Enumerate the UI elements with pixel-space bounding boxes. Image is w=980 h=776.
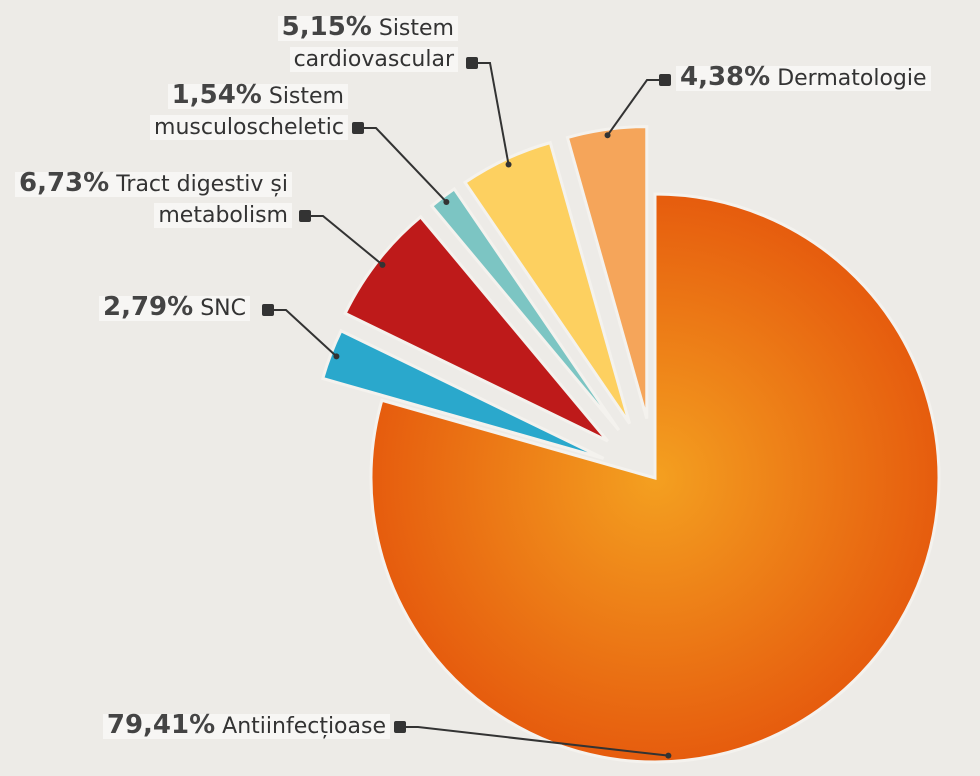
category-label: Tract digestiv și metabolism bbox=[116, 172, 288, 228]
category-label: SNC bbox=[200, 296, 246, 321]
leader-line bbox=[472, 62, 510, 165]
leader-dot bbox=[505, 161, 512, 168]
slice-label: 1,54% Sistem musculoscheletic bbox=[12, 80, 348, 143]
category-label: Sistem musculoscheletic bbox=[154, 84, 344, 140]
percent-label: 5,15% bbox=[281, 12, 372, 42]
slice-label: 4,38% Dermatologie bbox=[676, 62, 976, 94]
leader-marker bbox=[466, 57, 478, 69]
leader-line bbox=[358, 127, 448, 203]
percent-label: 1,54% bbox=[171, 80, 262, 110]
pie-slice bbox=[565, 125, 649, 419]
percent-label: 79,41% bbox=[106, 710, 216, 740]
percent-label: 4,38% bbox=[680, 62, 771, 92]
leader-marker bbox=[394, 721, 406, 733]
leader-marker bbox=[659, 74, 671, 86]
leader-dot bbox=[333, 353, 340, 360]
leader-line bbox=[305, 215, 384, 266]
pie-slice bbox=[462, 140, 632, 425]
leader-marker bbox=[352, 122, 364, 134]
leader-marker bbox=[262, 304, 274, 316]
leader-marker bbox=[299, 210, 311, 222]
slice-label: 5,15% Sistem cardiovascular bbox=[160, 12, 458, 75]
slice-label: 79,41% Antiinfecțioase bbox=[70, 710, 390, 742]
pie-slice bbox=[320, 328, 605, 460]
leader-dot bbox=[604, 132, 611, 139]
category-label: Dermatologie bbox=[777, 66, 927, 91]
leader-line bbox=[268, 309, 338, 358]
leader-dot bbox=[443, 198, 450, 205]
leader-dot bbox=[379, 261, 386, 268]
pie-slice bbox=[369, 192, 941, 764]
percent-label: 2,79% bbox=[103, 292, 194, 322]
slice-label: 6,73% Tract digestiv și metabolism bbox=[0, 168, 292, 231]
leader-dot bbox=[665, 752, 672, 759]
slice-label: 2,79% SNC bbox=[60, 292, 250, 324]
category-label: Antiinfecțioase bbox=[222, 714, 386, 739]
category-label: Sistem cardiovascular bbox=[293, 16, 454, 72]
percent-label: 6,73% bbox=[18, 168, 110, 198]
